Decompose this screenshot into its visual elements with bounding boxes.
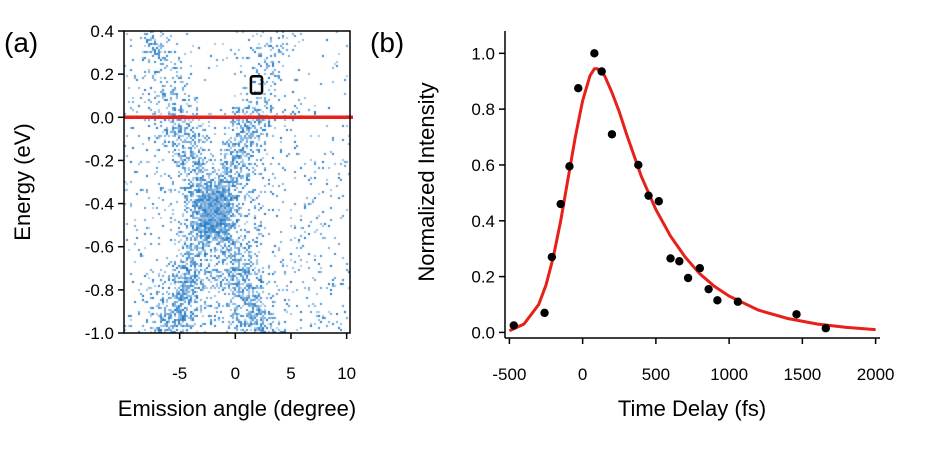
data-point (634, 160, 643, 170)
panel-b-x-ticks: -500 0 500 1000 1500 2000 (492, 338, 895, 384)
data-point (556, 199, 565, 209)
y-tick-label: 0.2 (90, 65, 114, 84)
y-tick-label: 0.0 (90, 108, 114, 127)
data-point (509, 321, 518, 330)
panel-b-y-axis-title: Normalized Intensity (414, 82, 439, 281)
y-tick-label: -1.0 (85, 324, 114, 343)
x-tick-label: 0 (578, 365, 587, 384)
data-point (540, 308, 549, 318)
y-tick-label: 0.0 (471, 323, 495, 342)
data-point (574, 84, 583, 93)
panel-a-label: (a) (4, 27, 38, 58)
data-point (675, 257, 684, 266)
data-point (607, 130, 617, 139)
data-point (821, 324, 831, 333)
panel-b: (b) 0.0 0.2 0.4 0.6 0.8 1.0 -500 0 500 1000 1500 2… (370, 27, 895, 421)
fit-curve (508, 67, 876, 333)
roi-box (249, 75, 264, 95)
heatmap-raster (124, 31, 350, 333)
panel-a: (a) 0.4 0.2 0.0 -0.2 -0.4 -0.6 -0.8 -1.0 -5 0 5 10… (4, 22, 356, 421)
data-point (597, 67, 606, 76)
y-tick-label: 0.4 (90, 22, 114, 41)
data-point (792, 310, 801, 319)
x-tick-label: 1500 (783, 365, 821, 384)
data-point (695, 264, 705, 273)
panel-b-y-ticks: 0.0 0.2 0.4 0.6 0.8 1.0 (471, 44, 505, 342)
x-tick-label: 10 (337, 364, 356, 383)
x-tick-label: 2000 (857, 365, 895, 384)
panel-a-x-axis-title: Emission angle (degree) (118, 396, 356, 421)
panel-a-x-ticks: -5 0 5 10 (172, 333, 356, 383)
data-points (509, 49, 831, 333)
y-tick-label: 0.2 (471, 268, 495, 287)
panel-b-label: (b) (370, 27, 404, 58)
panel-a-y-ticks: 0.4 0.2 0.0 -0.2 -0.4 -0.6 -0.8 -1.0 (85, 22, 124, 343)
data-point (654, 197, 664, 206)
y-tick-label: 0.8 (471, 100, 495, 119)
data-point (590, 49, 599, 58)
data-point (733, 297, 743, 306)
data-point (666, 254, 675, 263)
y-tick-label: 0.6 (471, 156, 495, 175)
x-tick-label: -5 (172, 364, 187, 383)
data-point (713, 296, 722, 305)
x-tick-label: 500 (642, 365, 670, 384)
x-tick-label: 0 (231, 364, 240, 383)
panel-a-frame (123, 30, 351, 334)
panel-b-x-axis-title: Time Delay (fs) (618, 396, 766, 421)
y-tick-label: -0.4 (85, 195, 114, 214)
y-tick-label: -0.6 (85, 238, 114, 257)
data-point (704, 284, 713, 294)
data-point (644, 191, 653, 200)
data-point (565, 162, 574, 171)
panel-a-y-axis-title: Energy (eV) (10, 123, 35, 240)
x-tick-label: 1000 (710, 365, 748, 384)
heatmap-image (124, 31, 350, 333)
y-tick-label: -0.2 (85, 151, 114, 170)
data-point (547, 252, 557, 262)
x-tick-label: 5 (286, 364, 295, 383)
y-tick-label: 1.0 (471, 44, 495, 63)
x-tick-label: -500 (492, 365, 526, 384)
y-tick-label: -0.8 (85, 281, 114, 300)
data-point (683, 273, 693, 283)
y-tick-label: 0.4 (471, 212, 495, 231)
